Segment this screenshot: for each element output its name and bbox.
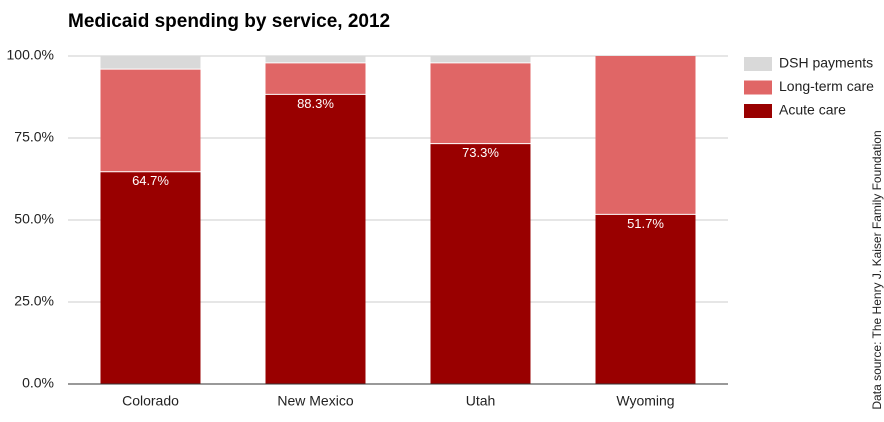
legend-label: DSH payments (779, 55, 873, 71)
y-tick-label: 0.0% (22, 375, 54, 391)
source-note: Data source: The Henry J. Kaiser Family … (870, 130, 884, 409)
bar-segment (595, 214, 696, 384)
bar-segment (595, 56, 696, 215)
x-tick-label: Wyoming (616, 393, 674, 409)
value-label: 51.7% (627, 216, 664, 231)
bar-segment (100, 56, 201, 70)
legend-label: Acute care (779, 102, 846, 118)
bar-segment (100, 171, 201, 384)
x-tick-label: Utah (466, 393, 496, 409)
bar-segment (430, 143, 531, 384)
bar-segment (265, 94, 366, 384)
y-tick-label: 100.0% (7, 47, 54, 63)
chart-title: Medicaid spending by service, 2012 (68, 11, 390, 32)
bar-segment (100, 69, 201, 172)
value-label: 88.3% (297, 96, 334, 111)
bar-segment (430, 62, 531, 144)
x-tick-label: New Mexico (277, 393, 353, 409)
legend-swatch (744, 57, 772, 71)
value-label: 73.3% (462, 145, 499, 160)
legend-swatch (744, 80, 772, 95)
y-tick-label: 50.0% (14, 211, 54, 227)
value-label: 64.7% (132, 173, 169, 188)
y-tick-label: 75.0% (14, 129, 54, 145)
bar-segment (430, 56, 531, 63)
legend-label: Long-term care (779, 78, 874, 94)
y-tick-label: 25.0% (14, 293, 54, 309)
bar-segment (265, 56, 366, 63)
legend-swatch (744, 104, 772, 118)
bar-segment (265, 62, 366, 95)
x-tick-label: Colorado (122, 393, 179, 409)
